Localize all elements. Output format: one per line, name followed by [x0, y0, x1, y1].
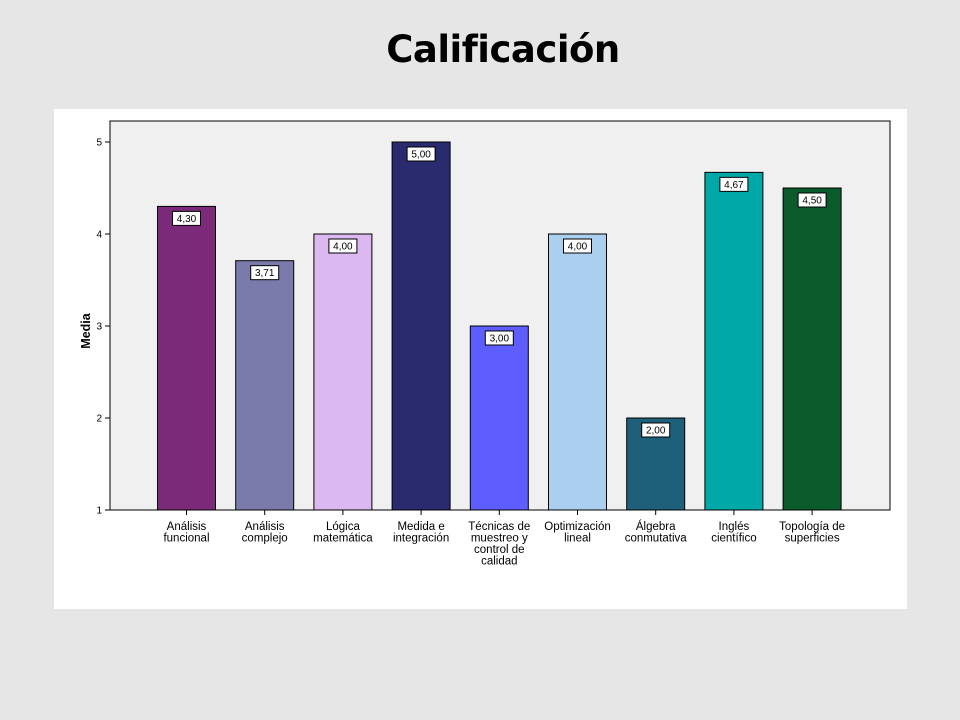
x-tick-label: Medida e integración: [393, 521, 449, 545]
data-label-text: 3,71: [255, 268, 275, 279]
y-tick-label: 1: [96, 506, 102, 517]
y-tick-label: 2: [96, 414, 102, 425]
x-tick-label: Técnicas de muestreo y control de calidad: [468, 521, 530, 568]
data-label: 2,00: [641, 422, 671, 438]
x-tick-label-line: control de: [474, 544, 525, 556]
data-label: 4,00: [328, 238, 358, 254]
data-label-box: [719, 176, 749, 192]
data-label: 3,00: [484, 330, 514, 346]
x-tick-label: Topología de superficies: [779, 521, 845, 545]
y-tick-label: 4: [96, 230, 102, 241]
x-tick-label: Análisis complejo: [242, 521, 288, 545]
data-label-text: 4,00: [568, 242, 588, 253]
data-label: 4,30: [172, 210, 201, 226]
bar: [704, 171, 764, 511]
bar: [548, 233, 607, 511]
data-label: 4,67: [719, 176, 749, 192]
data-label: 4,00: [563, 238, 592, 254]
data-label-box: [484, 330, 514, 346]
bar: [391, 141, 451, 511]
x-tick-label-line: Topología de: [779, 521, 845, 533]
y-axis-title: Media: [79, 312, 93, 348]
bars: [157, 141, 842, 515]
bar: [313, 233, 373, 511]
data-label-text: 4,30: [177, 214, 197, 225]
x-tick-label-line: conmutativa: [625, 533, 688, 545]
x-tick-label-line: complejo: [242, 533, 288, 545]
data-label-box: [406, 146, 436, 162]
x-tick-label-line: calidad: [481, 556, 517, 568]
bar: [235, 260, 295, 511]
x-tick-label-line: Álgebra: [636, 520, 676, 533]
data-label: 4,50: [797, 192, 827, 208]
data-label-box: [250, 265, 280, 281]
x-tick-label-line: científico: [711, 533, 756, 545]
x-tick-label: Inglés científico: [711, 521, 756, 545]
x-tick-label: Álgebra conmutativa: [625, 520, 688, 545]
x-tick-label-line: Optimización: [544, 521, 610, 533]
x-tick-label-line: Inglés: [719, 521, 750, 533]
x-tick-label-line: funcional: [163, 533, 209, 545]
y-tick-label: 3: [96, 322, 102, 333]
bar: [782, 187, 842, 511]
x-tick-label-line: integración: [393, 533, 449, 545]
data-labels: 4,30 3,71 4,00 5,00 3,00 4,00 2,00 4,67 4,50: [172, 146, 827, 438]
x-tick-label-line: lineal: [564, 533, 591, 545]
x-tick-label-line: Lógica: [326, 521, 360, 533]
data-label-text: 4,50: [802, 196, 822, 207]
data-label-box: [641, 422, 671, 438]
bar: [469, 325, 529, 511]
x-tick-label-line: matemática: [313, 533, 373, 545]
data-label-text: 3,00: [490, 334, 510, 345]
x-tick-label-line: muestreo y: [471, 533, 528, 545]
data-label-box: [797, 192, 827, 208]
data-label: 3,71: [250, 265, 280, 281]
bar: [157, 205, 216, 511]
data-label-text: 4,67: [724, 180, 744, 191]
x-tick-label-line: Análisis: [167, 521, 207, 533]
x-tick-label-line: Técnicas de: [468, 521, 530, 533]
data-label-text: 4,00: [333, 242, 353, 253]
x-tick-label: Lógica matemática: [313, 521, 373, 545]
x-tick-label-line: Análisis: [245, 521, 285, 533]
y-tick-label: 5: [96, 138, 102, 149]
data-label-box: [328, 238, 358, 254]
x-tick-label-line: superficies: [785, 533, 840, 545]
data-label: 5,00: [406, 146, 436, 162]
x-tick-label-line: Medida e: [397, 521, 444, 533]
chart-title: Calificación: [386, 28, 620, 71]
data-label-text: 5,00: [411, 150, 431, 161]
data-label-text: 2,00: [646, 426, 666, 437]
y-axis: 1 2 3 4 5: [96, 138, 110, 517]
data-label-box: [563, 238, 592, 254]
data-label-box: [172, 210, 201, 226]
x-tick-label: Análisis funcional: [163, 521, 209, 545]
x-tick-label: Optimización lineal: [544, 521, 610, 545]
